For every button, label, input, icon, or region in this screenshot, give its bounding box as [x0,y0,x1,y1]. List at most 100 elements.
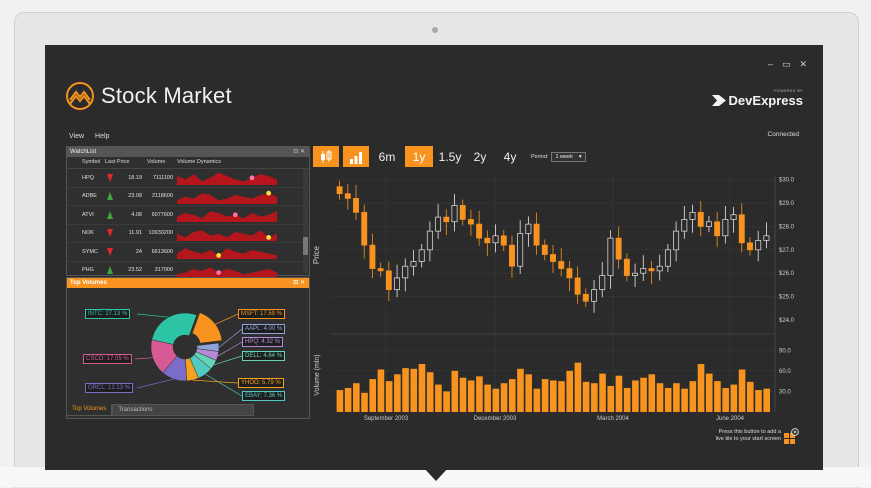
volume-bar[interactable] [615,375,623,412]
candle[interactable] [705,221,712,227]
volume-bar[interactable] [533,388,541,412]
volume-bar[interactable] [369,379,377,412]
volume-bar[interactable] [500,383,508,412]
candle[interactable] [377,268,384,272]
volume-bar[interactable] [353,383,360,412]
volume-bar[interactable] [714,381,721,412]
volume-bar[interactable] [525,374,532,412]
volume-bar[interactable] [738,369,746,412]
volume-bar[interactable] [476,376,483,412]
candle[interactable] [369,244,376,269]
candle[interactable] [426,230,433,251]
volume-bar[interactable] [558,381,565,412]
menu-help[interactable]: Help [95,133,110,140]
candle[interactable] [582,293,589,302]
volume-bar[interactable] [385,381,393,412]
candle[interactable] [361,212,368,246]
top-volumes-panel-controls[interactable]: ⊡ ✕ [293,280,305,286]
candle[interactable] [443,216,450,223]
volume-bar[interactable] [517,368,524,412]
volume-bar[interactable] [492,388,500,412]
volume-bar[interactable] [402,368,409,412]
tab-top-volumes[interactable]: Top Volumes [66,404,113,416]
volume-bar[interactable] [755,390,762,412]
volume-bar[interactable] [722,388,729,412]
col-last-price[interactable]: Last Price [105,159,130,165]
watchlist-panel-controls[interactable]: ⊡ ✕ [293,149,305,155]
bar-chart-button[interactable] [343,146,369,167]
volume-bar[interactable] [763,388,770,412]
candle[interactable] [402,265,409,279]
candle[interactable] [664,249,671,267]
volume-bar[interactable] [689,381,697,412]
volume-bar[interactable] [426,372,434,412]
candle[interactable] [451,205,458,223]
candle[interactable] [689,212,696,220]
candle[interactable] [344,193,351,199]
volume-bar[interactable] [344,388,352,412]
volume-bar[interactable] [443,391,450,412]
col-symbol[interactable]: Symbol [82,159,101,165]
volume-bar[interactable] [730,384,738,412]
candle[interactable] [353,198,359,213]
volume-bar[interactable] [697,364,705,412]
table-row[interactable]: ATVI 4.08 6077600 [67,206,309,225]
volume-bar[interactable] [656,383,664,412]
candle[interactable] [394,277,401,290]
volume-bar[interactable] [336,390,344,412]
candle[interactable] [640,268,647,274]
candle[interactable] [623,258,630,276]
candle[interactable] [541,244,548,255]
volume-bar[interactable] [549,380,557,412]
candle[interactable] [722,219,729,237]
range-button-1y[interactable]: 1y [405,146,433,167]
volume-bar[interactable] [591,383,598,412]
table-row[interactable]: SYMC 24 6613600 [67,243,309,262]
donut-slice[interactable] [191,312,223,344]
volume-bar[interactable] [623,388,631,412]
candle[interactable] [550,254,556,262]
candle[interactable] [484,237,491,244]
volume-bar[interactable] [681,388,688,412]
candle[interactable] [336,186,343,195]
volume-bar[interactable] [361,392,368,412]
volume-bar[interactable] [484,384,491,412]
candle[interactable] [476,223,483,239]
range-button-2y[interactable]: 2y [473,149,487,164]
range-button-4y[interactable]: 4y [503,149,517,164]
candlestick-chart-button[interactable] [313,146,339,167]
volume-bar[interactable] [377,369,385,412]
volume-bar[interactable] [640,377,647,412]
donut-slice[interactable] [151,312,197,345]
volume-bar[interactable] [582,381,590,412]
candle[interactable] [607,237,614,276]
candle[interactable] [738,214,745,244]
candle[interactable] [566,268,573,279]
col-volume[interactable]: Volume [147,159,166,165]
col-volume-dynamics[interactable]: Volume Dynamics [177,159,222,165]
volume-bar[interactable] [451,370,459,412]
candle[interactable] [599,275,606,290]
volume-bar[interactable] [664,388,672,412]
candle[interactable] [714,221,721,237]
volume-bar[interactable] [705,373,713,412]
range-button-6m[interactable]: 6m [378,149,396,164]
volume-bar[interactable] [410,368,418,412]
candle[interactable] [730,214,737,220]
candle[interactable] [500,235,507,246]
candle[interactable] [492,235,499,244]
volume-bar[interactable] [599,373,606,412]
volume-bar[interactable] [607,385,615,412]
close-button[interactable]: ✕ [799,59,807,69]
volume-bar[interactable] [566,370,574,412]
volume-bar[interactable] [467,380,475,412]
candle[interactable] [673,230,680,251]
live-tile-button-icon[interactable] [783,428,799,444]
candle[interactable] [459,205,466,220]
tab-transactions[interactable]: Transactions [112,404,255,416]
candle[interactable] [509,244,515,267]
candle[interactable] [418,249,425,262]
volume-bar[interactable] [632,380,639,412]
candle[interactable] [435,216,442,232]
table-row[interactable]: ADBE 23.08 2118600 [67,188,309,206]
